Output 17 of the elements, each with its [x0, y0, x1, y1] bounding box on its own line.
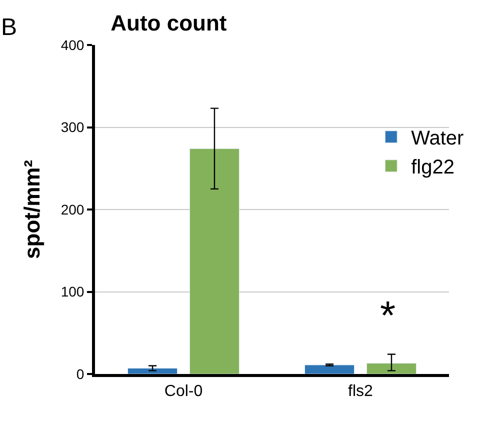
y-tick-label: 100 — [60, 284, 84, 300]
y-tick-label: 300 — [60, 119, 84, 136]
y-tick-label: 400 — [60, 36, 84, 53]
y-tick-label: 0 — [76, 366, 84, 382]
legend-label: Water — [411, 128, 464, 150]
text: B — [1, 14, 18, 41]
bar — [304, 364, 355, 374]
legend-label: flg22 — [411, 156, 454, 179]
bar — [127, 368, 178, 374]
chart-title: Auto count — [110, 10, 228, 36]
annotation: * — [380, 294, 396, 338]
bar — [189, 148, 240, 374]
x-tick-label: fls2 — [348, 383, 374, 400]
bar — [366, 363, 417, 374]
y-tick-label: 200 — [60, 201, 84, 218]
y-axis-title: spot/mm² — [20, 160, 45, 259]
x-tick-label: Col-0 — [164, 383, 203, 400]
